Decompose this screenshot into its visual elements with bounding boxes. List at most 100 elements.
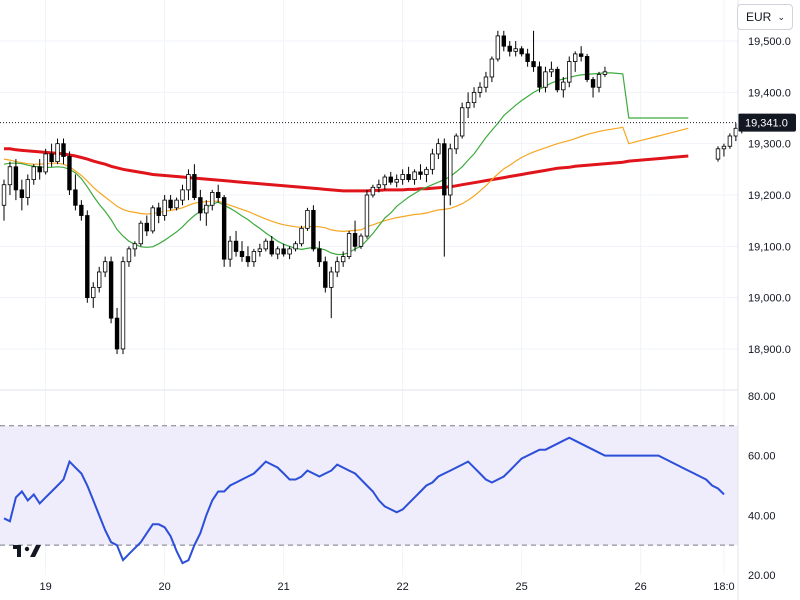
candle [543,66,548,93]
candle-body-up [287,248,292,255]
candle [204,200,209,226]
candle [501,30,506,52]
candle-body-up [162,199,167,216]
candle [400,169,405,185]
candle [305,207,310,231]
candle-body-up [126,248,132,263]
candle-body-up [210,192,215,206]
candle [323,256,328,293]
axes: 18,900.0 19,000.0 19,100.0 19,200.0 19,300.0… [0,36,796,593]
candle-body-up [186,174,191,191]
candle [210,189,215,211]
candle [382,174,387,190]
candle-body-up [251,251,257,263]
candle [561,76,566,98]
candle-body-down [144,222,149,232]
candle [418,164,423,180]
candle [299,225,304,247]
candle-body-up [596,74,602,88]
candle-body-up [727,135,733,147]
candle [55,138,60,165]
candle [233,230,239,257]
candle [61,138,66,165]
date-tick-label: 19 [40,581,52,593]
candle-body-up [733,127,739,137]
candle-body-up [453,135,459,150]
candle [590,76,596,98]
candle [495,30,501,62]
candle-body-up [459,107,465,137]
candle [549,61,554,77]
candle-body-up [91,286,96,299]
candle-body-down [388,176,393,183]
candle [721,143,727,157]
last-price-badge [738,113,796,132]
candle [19,179,25,211]
candle-body-down [233,240,239,252]
currency-select[interactable]: EUR ⌄ [737,4,793,30]
candle [37,159,42,180]
candle [376,179,382,193]
candle-body-up [448,148,453,196]
rsi-series-line [3,436,725,565]
candle [370,184,376,198]
candle [174,197,179,211]
candle [269,236,274,257]
candle-body-down [323,261,328,288]
candle-body-down [507,45,512,52]
candle-body-up [263,240,268,250]
candle [67,151,72,195]
candle [114,307,120,355]
candle-body-down [406,174,411,181]
last-price-label: 19,341.0 [745,118,788,130]
candle [715,146,721,162]
candle [436,138,441,160]
candle [85,210,90,303]
candle [239,241,245,262]
candle [340,251,346,267]
candle-body-down [269,240,274,255]
candle [150,205,155,234]
candle [412,169,417,185]
candle-body-down [317,248,322,263]
candle-body-up [102,261,108,273]
candle [442,138,447,257]
candle-body-up [227,240,233,260]
candle-body-up [370,186,376,196]
candle [168,195,173,211]
date-tick-label: 20 [159,581,171,593]
candle [156,202,161,224]
candle-body-up [715,148,721,160]
candle-body-up [376,184,382,188]
candle-body-down [501,35,506,47]
date-tick-label: 26 [635,581,647,593]
candle [31,164,36,185]
candle [132,241,138,257]
candle [275,246,280,260]
candle [138,220,144,247]
candle-body-up [483,76,489,88]
candle-body-down [578,53,584,57]
candle [13,159,19,201]
candle [281,243,286,257]
candle-body-up [305,209,310,229]
candle [537,61,542,93]
candle-body-up [436,143,441,155]
candle [91,282,96,308]
candle [352,220,358,252]
candle-body-up [150,207,155,232]
candle [73,174,78,211]
candle-body-down [442,143,447,196]
candle [97,266,102,293]
candle [489,56,495,83]
candle [329,266,334,319]
candle [388,171,393,185]
candle-body-up [364,194,370,237]
candle-body-down [537,66,542,88]
candle-body-down [215,192,221,198]
candle-body-up [329,271,334,288]
ma-50-line [3,126,689,233]
candle-body-down [73,189,78,206]
candle-body-up [275,248,280,255]
